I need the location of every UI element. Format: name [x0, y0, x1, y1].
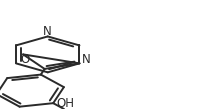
Text: O: O	[21, 53, 30, 66]
Text: OH: OH	[56, 97, 74, 110]
Text: N: N	[43, 25, 52, 38]
Text: N: N	[82, 53, 91, 66]
